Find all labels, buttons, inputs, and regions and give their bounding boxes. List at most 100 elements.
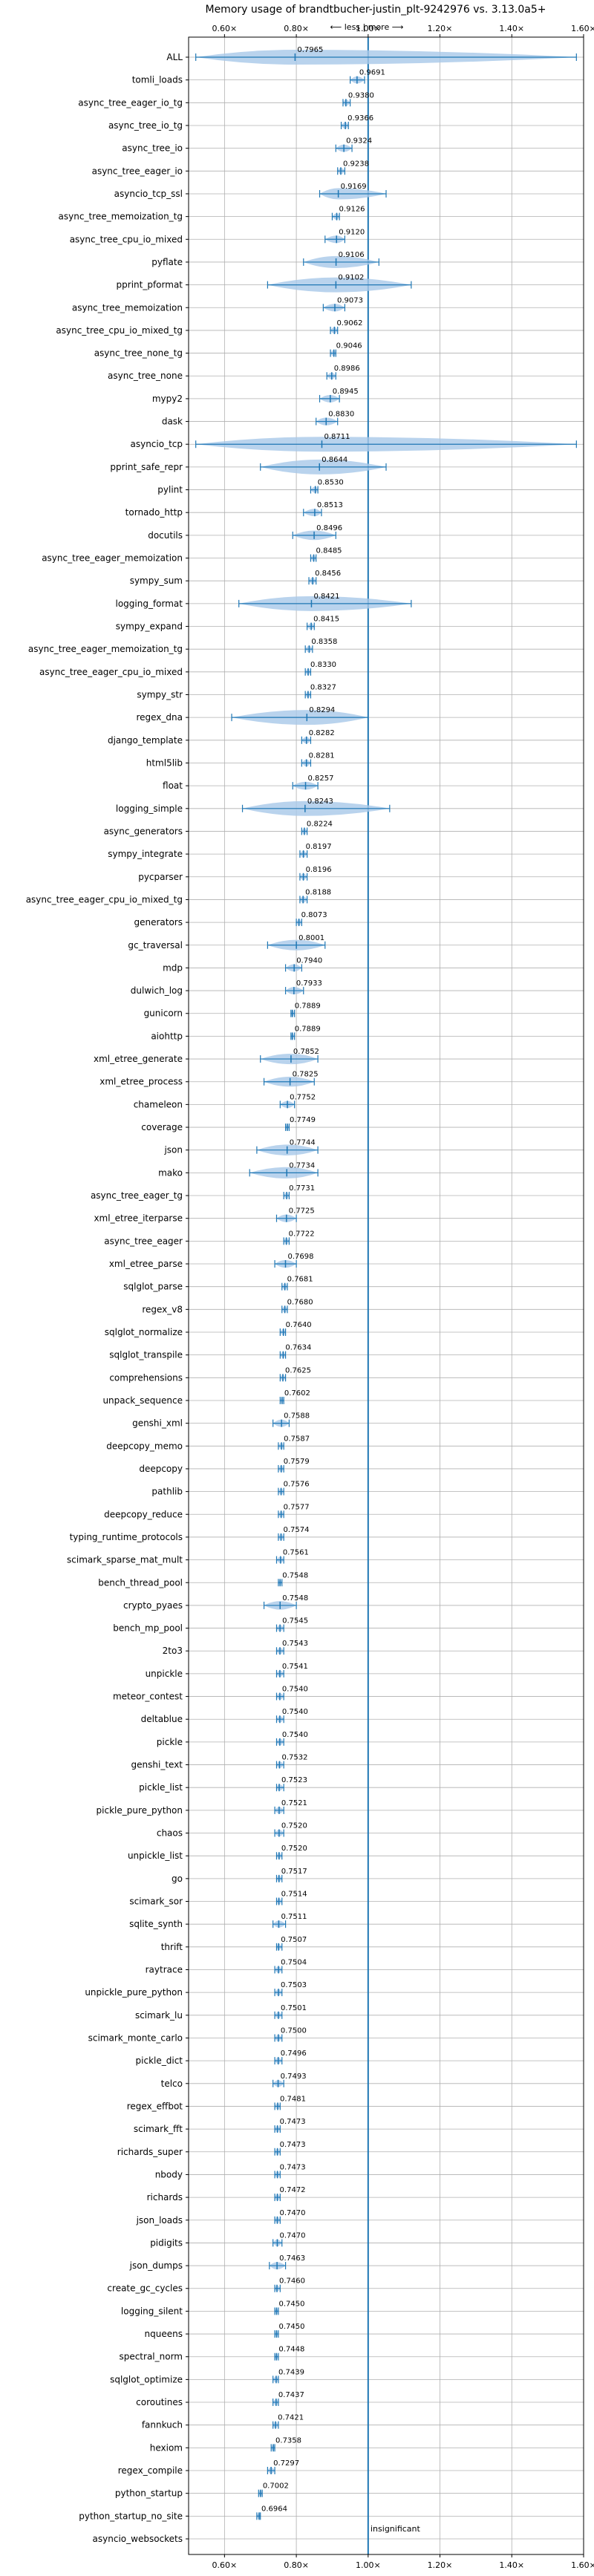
x-tick-label-bottom: 1.00× — [356, 2560, 381, 2570]
benchmark-label: crypto_pyaes — [123, 1600, 183, 1611]
benchmark-label: genshi_text — [131, 1760, 183, 1770]
value-label: 0.7517 — [281, 1868, 307, 1876]
benchmark-label: deltablue — [141, 1714, 183, 1724]
plot-frame — [188, 36, 584, 2555]
value-label: 0.7421 — [278, 2414, 304, 2422]
value-label: 0.8281 — [309, 751, 335, 760]
benchmark-label: mdp — [163, 962, 183, 973]
benchmark-label: richards — [147, 2192, 183, 2202]
value-label: 0.7933 — [296, 979, 322, 988]
value-label: 0.8282 — [309, 729, 335, 737]
value-label: 0.7889 — [295, 1002, 321, 1011]
benchmark-label: nqueens — [145, 2329, 183, 2339]
x-tick-label-bottom: 1.40× — [499, 2560, 524, 2570]
benchmark-label: scimark_sparse_mat_mult — [67, 1555, 183, 1565]
value-label: 0.8243 — [307, 798, 333, 806]
value-label: 0.7587 — [284, 1435, 310, 1443]
value-label: 0.7297 — [273, 2459, 299, 2468]
value-label: 0.7852 — [293, 1048, 319, 1056]
benchmark-label: gunicorn — [144, 1008, 183, 1019]
benchmark-label: spectral_norm — [119, 2352, 183, 2362]
value-label: 0.9106 — [339, 251, 365, 259]
value-label: 0.7744 — [290, 1139, 316, 1147]
benchmark-label: mypy2 — [152, 394, 183, 404]
value-label: 0.8945 — [333, 388, 359, 396]
benchmark-label: hexiom — [150, 2442, 183, 2453]
benchmark-label: sympy_expand — [116, 622, 183, 632]
value-label: 0.7545 — [282, 1617, 308, 1626]
benchmark-label: async_tree_eager_cpu_io_mixed — [39, 667, 183, 677]
value-label: 0.9102 — [338, 274, 364, 282]
benchmark-label: chaos — [157, 1828, 183, 1839]
value-label: 0.7450 — [278, 2323, 304, 2331]
benchmark-label: sympy_str — [137, 689, 183, 700]
benchmark-label: deepcopy_memo — [106, 1441, 183, 1451]
benchmark-label: html5lib — [146, 757, 183, 768]
x-tick-label-top: 1.40× — [499, 24, 524, 33]
benchmark-label: create_gc_cycles — [107, 2283, 183, 2294]
x-tick-label-top: 0.80× — [284, 24, 309, 33]
benchmark-label: django_template — [108, 735, 183, 746]
value-label: 0.7511 — [281, 1913, 307, 1921]
benchmark-label: bench_thread_pool — [98, 1577, 183, 1588]
value-label: 0.8327 — [310, 683, 336, 691]
benchmark-label: tomli_loads — [132, 75, 183, 85]
benchmark-label: async_tree_eager_memoization — [42, 553, 183, 564]
value-label: 0.8421 — [313, 593, 339, 601]
benchmark-label: scimark_lu — [135, 2010, 183, 2021]
benchmark-label: raytrace — [146, 1964, 183, 1975]
value-label: 0.7576 — [284, 1481, 310, 1489]
value-label: 0.8711 — [324, 433, 350, 441]
benchmark-label: pycparser — [138, 872, 183, 882]
benchmark-label: pickle_list — [139, 1782, 183, 1793]
benchmark-label: pickle_dict — [136, 2055, 183, 2066]
x-tick-label-top: 1.20× — [428, 24, 453, 33]
value-label: 0.7496 — [281, 2050, 307, 2058]
benchmark-label: unpickle_pure_python — [85, 1987, 183, 1998]
benchmark-label: coverage — [141, 1122, 183, 1132]
value-label: 0.9120 — [339, 228, 365, 236]
benchmark-label: async_tree_io_tg — [108, 120, 183, 131]
benchmark-label: chameleon — [134, 1099, 183, 1109]
benchmark-label: scimark_sor — [129, 1897, 183, 1907]
x-tick-label-top: 1.00× — [356, 24, 381, 33]
benchmark-label: tornado_http — [125, 507, 183, 518]
benchmark-label: pathlib — [151, 1487, 183, 1497]
value-label: 0.7965 — [297, 46, 323, 54]
value-label: 0.8415 — [313, 616, 339, 624]
violin-layer — [195, 37, 577, 2554]
benchmark-label: async_tree_io — [122, 143, 183, 154]
benchmark-label: asyncio_websockets — [93, 2534, 183, 2544]
value-label: 0.7460 — [279, 2277, 305, 2286]
benchmark-label: pidigits — [150, 2237, 183, 2248]
benchmark-label: sqlglot_transpile — [109, 1350, 183, 1360]
value-label: 0.7521 — [281, 1799, 307, 1807]
benchmark-label: async_tree_none — [108, 371, 183, 381]
value-label: 0.8496 — [316, 524, 342, 532]
value-label: 0.8513 — [317, 501, 343, 509]
benchmark-label: async_tree_cpu_io_mixed_tg — [56, 325, 183, 336]
benchmark-label: async_tree_cpu_io_mixed — [70, 234, 183, 244]
value-label: 0.7450 — [278, 2300, 304, 2308]
value-label: 0.9169 — [341, 183, 367, 191]
value-label: 0.7540 — [282, 1708, 308, 1716]
benchmark-label: unpickle — [146, 1669, 183, 1679]
benchmark-label: unpack_sequence — [102, 1395, 183, 1406]
value-label: 0.7463 — [279, 2254, 305, 2263]
benchmark-label: scimark_fft — [134, 2124, 183, 2134]
value-label: 0.7574 — [283, 1526, 309, 1534]
benchmark-label: logging_silent — [121, 2306, 183, 2316]
value-label: 0.8294 — [309, 706, 335, 714]
value-label: 0.7472 — [280, 2186, 306, 2194]
value-label: 0.8001 — [298, 934, 324, 942]
benchmark-label: pickle_pure_python — [97, 1805, 183, 1816]
value-label: 0.8197 — [306, 843, 332, 851]
benchmark-label: python_startup_no_site — [79, 2511, 183, 2521]
benchmark-label: bench_mp_pool — [113, 1623, 183, 1634]
benchmark-label: asyncio_tcp — [130, 439, 183, 449]
value-label: 0.7507 — [281, 1936, 307, 1944]
value-label: 0.7602 — [284, 1389, 310, 1398]
